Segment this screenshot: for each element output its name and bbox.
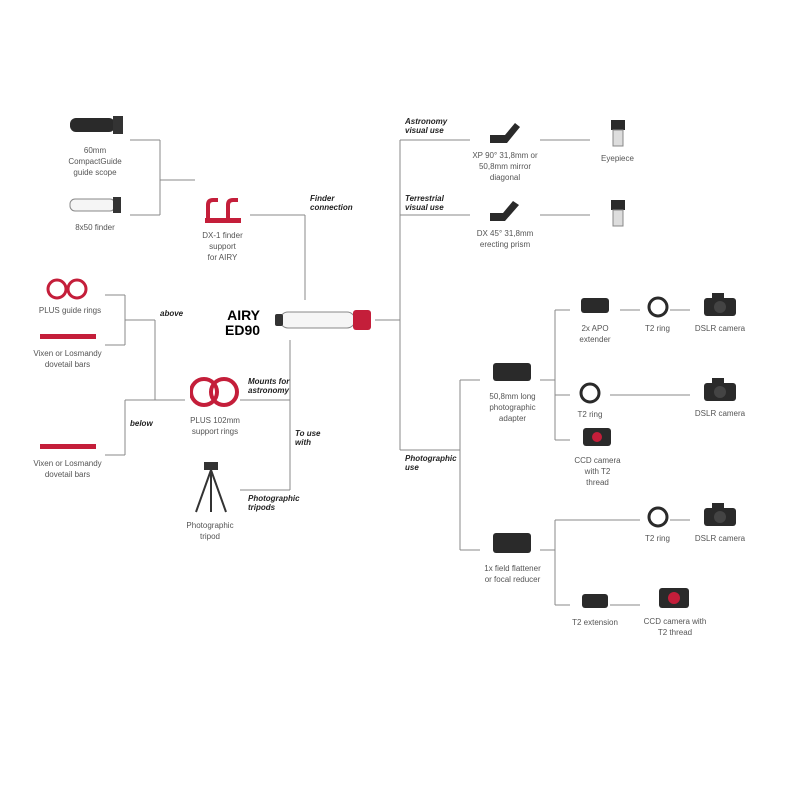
dx45-node: DX 45° 31,8mm erecting prism xyxy=(470,195,540,250)
heading-to-use-2: with xyxy=(295,438,311,447)
dslr-1-label: DSLR camera xyxy=(690,325,750,334)
guide-scope-label-2: CompactGuide xyxy=(60,158,130,167)
t2-ring-2-label: T2 ring xyxy=(570,411,610,420)
heading-finder-conn-1: Finder xyxy=(310,194,334,203)
ccd-1-label-1: CCD camera xyxy=(570,457,625,466)
main-title: AIRY ED90 xyxy=(225,308,260,339)
dx1-label-2: support xyxy=(195,243,250,252)
finder-label: 8x50 finder xyxy=(60,224,130,233)
guide-scope-node: 60mm CompactGuide guide scope xyxy=(60,110,130,177)
heading-below: below xyxy=(130,420,153,429)
eyepiece-1-node: Eyepiece xyxy=(590,118,645,164)
dslr-2-label: DSLR camera xyxy=(690,410,750,419)
guide-scope-label-3: guide scope xyxy=(60,169,130,178)
finder-node: 8x50 finder xyxy=(60,195,130,233)
heading-astro-visual-2: visual use xyxy=(405,126,444,135)
heading-mounts: Mounts for astronomy xyxy=(248,378,289,396)
dslr-1-node: DSLR camera xyxy=(690,290,750,334)
ccd-2-label-2: T2 thread xyxy=(640,629,710,638)
dovetail-above-label-2: dovetail bars xyxy=(30,361,105,370)
dslr-3-node: DSLR camera xyxy=(690,500,750,544)
plus-guide-rings-node: PLUS guide rings xyxy=(35,278,105,316)
apo-ext-label-1: 2x APO xyxy=(570,325,620,334)
t2-ring-1-label: T2 ring xyxy=(640,325,675,334)
heading-photo-tripods-2: tripods xyxy=(248,503,275,512)
dx45-label-2: erecting prism xyxy=(470,241,540,250)
tripod-node: Photographic tripod xyxy=(180,460,240,542)
t2-ring-3-label: T2 ring xyxy=(640,535,675,544)
photo-adapter-label-1: 50,8mm long xyxy=(480,393,545,402)
dovetail-above-node: Vixen or Losmandy dovetail bars xyxy=(30,330,105,370)
heading-astro-visual-1: Astronomy xyxy=(405,117,447,126)
eyepiece-1-label: Eyepiece xyxy=(590,155,645,164)
ccd-2-node: CCD camera with T2 thread xyxy=(640,585,710,638)
photo-adapter-label-2: photographic xyxy=(480,404,545,413)
heading-above-text: above xyxy=(160,309,183,318)
dslr-3-label: DSLR camera xyxy=(690,535,750,544)
heading-terr-visual-2: visual use xyxy=(405,203,444,212)
telescope-icon xyxy=(275,300,375,345)
dx45-label-1: DX 45° 31,8mm xyxy=(470,230,540,239)
dovetail-below-label-2: dovetail bars xyxy=(30,471,105,480)
xp90-label-2: 50,8mm mirror xyxy=(470,163,540,172)
xp90-node: XP 90° 31,8mm or 50,8mm mirror diagonal xyxy=(470,115,540,182)
heading-above: above xyxy=(160,310,183,319)
ccd-1-node: CCD camera with T2 thread xyxy=(570,425,625,487)
t2-ext-label: T2 extension xyxy=(570,619,620,628)
title-line-1: AIRY xyxy=(227,307,260,323)
dslr-2-node: DSLR camera xyxy=(690,375,750,419)
photo-adapter-node: 50,8mm long photographic adapter xyxy=(480,358,545,423)
dx1-label-3: for AIRY xyxy=(195,254,250,263)
ccd-1-label-3: thread xyxy=(570,479,625,488)
ccd-1-label-2: with T2 xyxy=(570,468,625,477)
plus-guide-rings-label: PLUS guide rings xyxy=(35,307,105,316)
xp90-label-1: XP 90° 31,8mm or xyxy=(470,152,540,161)
guide-scope-label-1: 60mm xyxy=(60,147,130,156)
t2-ext-node: T2 extension xyxy=(570,590,620,628)
apo-ext-label-2: extender xyxy=(570,336,620,345)
tripod-label-2: tripod xyxy=(180,533,240,542)
dovetail-below-node: Vixen or Losmandy dovetail bars xyxy=(30,440,105,480)
dx1-node: DX-1 finder support for AIRY xyxy=(195,195,250,262)
t2-ring-3-node: T2 ring xyxy=(640,506,675,544)
plus-102-label-1: PLUS 102mm xyxy=(185,417,245,426)
heading-mounts-2: astronomy xyxy=(248,386,289,395)
dovetail-above-label-1: Vixen or Losmandy xyxy=(30,350,105,359)
photo-adapter-label-3: adapter xyxy=(480,415,545,424)
flattener-label-2: or focal reducer xyxy=(480,576,545,585)
t2-ring-2-node: T2 ring xyxy=(570,382,610,420)
heading-photo-use: Photographic use xyxy=(405,455,457,473)
heading-finder-conn: Finder connection xyxy=(310,195,353,213)
heading-below-text: below xyxy=(130,419,153,428)
heading-photo-tripods: Photographic tripods xyxy=(248,495,300,513)
heading-photo-use-2: use xyxy=(405,463,419,472)
xp90-label-3: diagonal xyxy=(470,174,540,183)
t2-ring-1-node: T2 ring xyxy=(640,296,675,334)
heading-to-use-1: To use xyxy=(295,429,320,438)
heading-finder-conn-2: connection xyxy=(310,203,353,212)
heading-mounts-1: Mounts for xyxy=(248,377,289,386)
title-line-2: ED90 xyxy=(225,322,260,338)
flattener-label-1: 1x field flattener xyxy=(480,565,545,574)
heading-photo-tripods-1: Photographic xyxy=(248,494,300,503)
heading-photo-use-1: Photographic xyxy=(405,454,457,463)
tripod-label-1: Photographic xyxy=(180,522,240,531)
ccd-2-label-1: CCD camera with xyxy=(640,618,710,627)
dx1-label-1: DX-1 finder xyxy=(195,232,250,241)
heading-terr-visual: Terrestrial visual use xyxy=(405,195,444,213)
plus-102-label-2: support rings xyxy=(185,428,245,437)
heading-to-use: To use with xyxy=(295,430,320,448)
heading-terr-visual-1: Terrestrial xyxy=(405,194,444,203)
eyepiece-2-node xyxy=(590,198,645,233)
plus-102-node: PLUS 102mm support rings xyxy=(185,375,245,437)
dovetail-below-label-1: Vixen or Losmandy xyxy=(30,460,105,469)
flattener-node: 1x field flattener or focal reducer xyxy=(480,528,545,585)
apo-ext-node: 2x APO extender xyxy=(570,293,620,345)
heading-astro-visual: Astronomy visual use xyxy=(405,118,447,136)
